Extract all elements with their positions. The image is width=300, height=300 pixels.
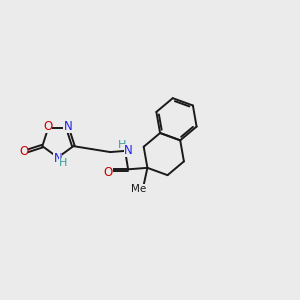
Text: O: O bbox=[43, 120, 52, 133]
Text: N: N bbox=[63, 120, 72, 133]
Text: N: N bbox=[53, 152, 62, 165]
Text: H: H bbox=[59, 158, 68, 168]
Text: H: H bbox=[118, 140, 126, 150]
Text: O: O bbox=[19, 145, 28, 158]
Text: O: O bbox=[104, 166, 113, 179]
Text: Me: Me bbox=[131, 184, 147, 194]
Text: N: N bbox=[124, 144, 133, 157]
